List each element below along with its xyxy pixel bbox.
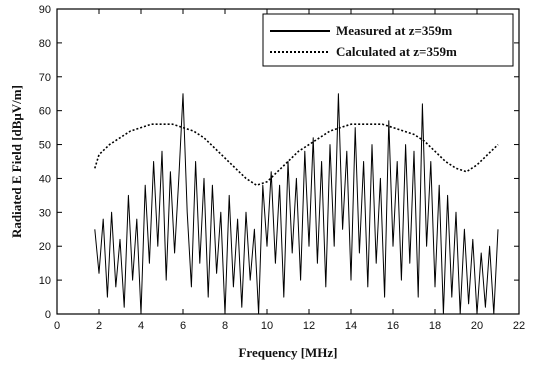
x-tick-label: 10 [261,320,273,332]
y-tick-label: 80 [39,38,51,50]
series-layer [94,93,499,315]
legend-label-calculated: Calculated at z=359m [336,44,457,59]
x-tick-label: 20 [471,320,483,332]
x-axis-title: Frequency [MHz] [238,345,337,360]
x-axis: 0 2 4 6 8 10 12 14 16 18 20 22 [54,9,525,332]
y-tick-label: 70 [39,72,51,84]
y-tick-label: 0 [45,309,51,321]
x-tick-label: 22 [513,320,525,332]
x-tick-label: 14 [345,320,357,332]
y-tick-label: 40 [39,173,51,185]
y-tick-label: 10 [39,275,51,287]
series-line-calculated [94,123,499,186]
plot-frame [56,8,520,315]
x-tick-label: 16 [387,320,399,332]
x-tick-label: 12 [303,320,315,332]
legend-box [262,13,514,67]
series-line-measured [94,93,499,315]
x-tick-label: 6 [180,320,186,332]
y-tick-label: 20 [39,241,51,253]
y-tick-label: 60 [39,106,51,118]
x-tick-label: 0 [54,320,60,332]
x-tick-label: 2 [96,320,102,332]
y-axis: 0 10 20 30 40 50 60 70 80 90 [39,4,519,321]
y-tick-label: 30 [39,207,51,219]
legend: Measured at z=359m Calculated at z=359m [262,13,514,67]
legend-label-measured: Measured at z=359m [336,23,452,38]
x-tick-label: 8 [222,320,228,332]
x-tick-label: 4 [138,320,144,332]
y-tick-label: 50 [39,140,51,152]
plot-area [56,8,520,315]
y-axis-title: Radiated E Field [dBμV/m] [9,85,24,238]
y-tick-label: 90 [39,4,51,16]
x-tick-label: 18 [429,320,441,332]
